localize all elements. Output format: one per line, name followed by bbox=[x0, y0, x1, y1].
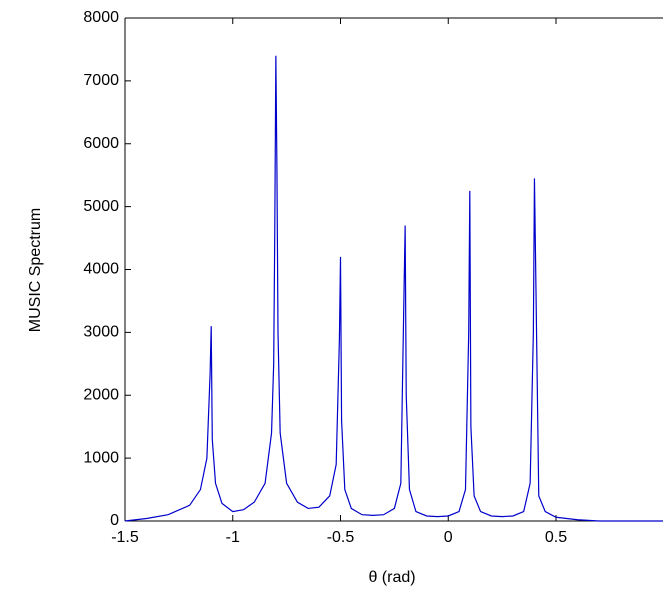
y-tick-label: 2000 bbox=[83, 386, 119, 403]
y-axis-label: MUSIC Spectrum bbox=[27, 208, 44, 332]
x-tick-label: -1.5 bbox=[111, 529, 139, 546]
y-tick-label: 5000 bbox=[83, 198, 119, 215]
y-tick-label: 8000 bbox=[83, 9, 119, 26]
spectrum-line bbox=[124, 55, 663, 522]
x-tick-label: -1 bbox=[226, 529, 240, 546]
x-tick-label: 0 bbox=[444, 529, 453, 546]
y-tick-label: 6000 bbox=[83, 135, 119, 152]
x-axis-label: θ (rad) bbox=[368, 569, 415, 586]
y-tick-label: 3000 bbox=[83, 324, 119, 341]
x-tick-label: 0.5 bbox=[545, 529, 567, 546]
y-tick-label: 4000 bbox=[83, 261, 119, 278]
y-tick-label: 0 bbox=[110, 512, 119, 529]
x-tick-label: -0.5 bbox=[327, 529, 355, 546]
y-tick-label: 7000 bbox=[83, 72, 119, 89]
y-tick-label: 1000 bbox=[83, 449, 119, 466]
